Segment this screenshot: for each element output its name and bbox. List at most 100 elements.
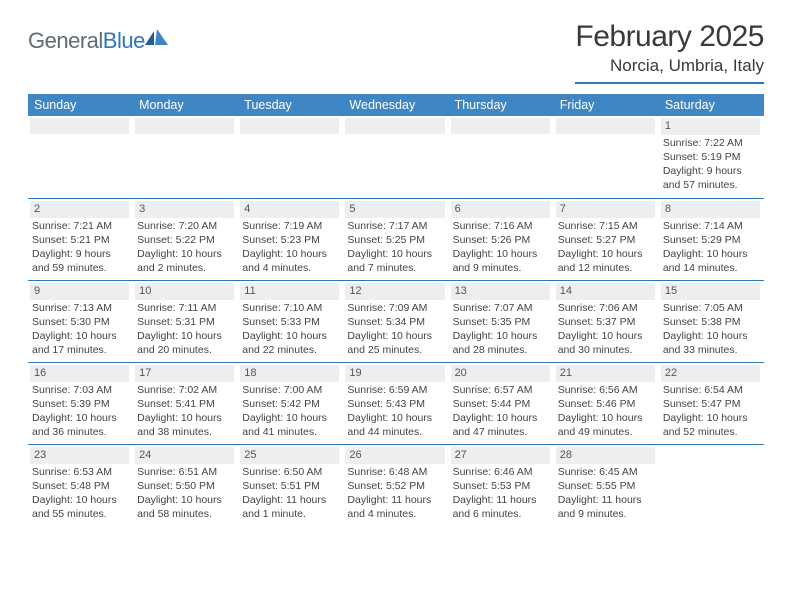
calendar-day-cell: 28Sunrise: 6:45 AMSunset: 5:55 PMDayligh…	[554, 444, 659, 526]
sunrise-line: Sunrise: 6:48 AM	[347, 465, 444, 479]
calendar-day-cell: 22Sunrise: 6:54 AMSunset: 5:47 PMDayligh…	[659, 362, 764, 444]
sunset-line: Sunset: 5:23 PM	[242, 233, 339, 247]
daylight-line: Daylight: 11 hours	[347, 493, 444, 507]
weekday-header: Monday	[133, 94, 238, 116]
logo-word2: Blue	[103, 28, 145, 53]
sunset-line: Sunset: 5:37 PM	[558, 315, 655, 329]
day-detail: Sunrise: 6:45 AMSunset: 5:55 PMDaylight:…	[556, 465, 655, 522]
day-number: 3	[135, 201, 234, 218]
day-detail: Sunrise: 7:21 AMSunset: 5:21 PMDaylight:…	[30, 219, 129, 276]
day-number: 15	[661, 283, 760, 300]
sunrise-line: Sunrise: 7:05 AM	[663, 301, 760, 315]
daylight-line: and 36 minutes.	[32, 425, 129, 439]
sunrise-line: Sunrise: 7:13 AM	[32, 301, 129, 315]
day-detail: Sunrise: 6:54 AMSunset: 5:47 PMDaylight:…	[661, 383, 760, 440]
calendar-week-row: 23Sunrise: 6:53 AMSunset: 5:48 PMDayligh…	[28, 444, 764, 526]
sunrise-line: Sunrise: 6:56 AM	[558, 383, 655, 397]
day-number: 16	[30, 365, 129, 382]
daylight-line: and 38 minutes.	[137, 425, 234, 439]
sunrise-line: Sunrise: 6:50 AM	[242, 465, 339, 479]
weekday-header: Saturday	[659, 94, 764, 116]
day-number: 12	[345, 283, 444, 300]
daylight-line: Daylight: 9 hours	[663, 164, 760, 178]
calendar-day-cell: 8Sunrise: 7:14 AMSunset: 5:29 PMDaylight…	[659, 198, 764, 280]
day-detail: Sunrise: 7:15 AMSunset: 5:27 PMDaylight:…	[556, 219, 655, 276]
sunrise-line: Sunrise: 7:17 AM	[347, 219, 444, 233]
sunset-line: Sunset: 5:41 PM	[137, 397, 234, 411]
sunrise-line: Sunrise: 6:51 AM	[137, 465, 234, 479]
sunrise-line: Sunrise: 7:21 AM	[32, 219, 129, 233]
daylight-line: Daylight: 10 hours	[347, 329, 444, 343]
calendar-day-cell: 11Sunrise: 7:10 AMSunset: 5:33 PMDayligh…	[238, 280, 343, 362]
day-detail: Sunrise: 6:57 AMSunset: 5:44 PMDaylight:…	[451, 383, 550, 440]
calendar-day-cell: 9Sunrise: 7:13 AMSunset: 5:30 PMDaylight…	[28, 280, 133, 362]
day-number: 26	[345, 447, 444, 464]
day-number: 25	[240, 447, 339, 464]
sunrise-line: Sunrise: 7:20 AM	[137, 219, 234, 233]
day-detail: Sunrise: 6:46 AMSunset: 5:53 PMDaylight:…	[451, 465, 550, 522]
day-number: 19	[345, 365, 444, 382]
calendar-day-cell: 4Sunrise: 7:19 AMSunset: 5:23 PMDaylight…	[238, 198, 343, 280]
sunrise-line: Sunrise: 7:06 AM	[558, 301, 655, 315]
daylight-line: and 4 minutes.	[347, 507, 444, 521]
daylight-line: Daylight: 10 hours	[347, 411, 444, 425]
daylight-line: and 4 minutes.	[242, 261, 339, 275]
daylight-line: and 47 minutes.	[453, 425, 550, 439]
sunset-line: Sunset: 5:34 PM	[347, 315, 444, 329]
day-detail: Sunrise: 7:13 AMSunset: 5:30 PMDaylight:…	[30, 301, 129, 358]
daylight-line: and 14 minutes.	[663, 261, 760, 275]
sunset-line: Sunset: 5:25 PM	[347, 233, 444, 247]
daylight-line: Daylight: 10 hours	[558, 329, 655, 343]
weekday-header: Thursday	[449, 94, 554, 116]
day-number: 28	[556, 447, 655, 464]
day-detail: Sunrise: 7:16 AMSunset: 5:26 PMDaylight:…	[451, 219, 550, 276]
daylight-line: Daylight: 10 hours	[242, 329, 339, 343]
calendar-day-cell: 25Sunrise: 6:50 AMSunset: 5:51 PMDayligh…	[238, 444, 343, 526]
month-title: February 2025	[575, 20, 764, 54]
sunrise-line: Sunrise: 7:19 AM	[242, 219, 339, 233]
sunrise-line: Sunrise: 7:03 AM	[32, 383, 129, 397]
calendar-day-cell: 5Sunrise: 7:17 AMSunset: 5:25 PMDaylight…	[343, 198, 448, 280]
day-number: 6	[451, 201, 550, 218]
day-number: 24	[135, 447, 234, 464]
daylight-line: and 1 minute.	[242, 507, 339, 521]
day-detail: Sunrise: 7:06 AMSunset: 5:37 PMDaylight:…	[556, 301, 655, 358]
day-detail: Sunrise: 6:51 AMSunset: 5:50 PMDaylight:…	[135, 465, 234, 522]
sunrise-line: Sunrise: 7:11 AM	[137, 301, 234, 315]
daylight-line: Daylight: 10 hours	[137, 247, 234, 261]
calendar-week-row: 16Sunrise: 7:03 AMSunset: 5:39 PMDayligh…	[28, 362, 764, 444]
calendar-day-cell	[133, 116, 238, 198]
calendar-day-cell: 19Sunrise: 6:59 AMSunset: 5:43 PMDayligh…	[343, 362, 448, 444]
day-number: 7	[556, 201, 655, 218]
day-detail: Sunrise: 7:11 AMSunset: 5:31 PMDaylight:…	[135, 301, 234, 358]
day-detail: Sunrise: 7:10 AMSunset: 5:33 PMDaylight:…	[240, 301, 339, 358]
calendar-day-cell	[343, 116, 448, 198]
daylight-line: and 52 minutes.	[663, 425, 760, 439]
weekday-header-row: Sunday Monday Tuesday Wednesday Thursday…	[28, 94, 764, 116]
day-number: 5	[345, 201, 444, 218]
day-number: 18	[240, 365, 339, 382]
daylight-line: Daylight: 10 hours	[663, 247, 760, 261]
sunset-line: Sunset: 5:29 PM	[663, 233, 760, 247]
day-number: 9	[30, 283, 129, 300]
daylight-line: Daylight: 10 hours	[32, 411, 129, 425]
daylight-line: Daylight: 10 hours	[32, 493, 129, 507]
sunrise-line: Sunrise: 7:10 AM	[242, 301, 339, 315]
weekday-header: Wednesday	[343, 94, 448, 116]
sunrise-line: Sunrise: 6:54 AM	[663, 383, 760, 397]
calendar-day-cell: 15Sunrise: 7:05 AMSunset: 5:38 PMDayligh…	[659, 280, 764, 362]
day-detail: Sunrise: 7:20 AMSunset: 5:22 PMDaylight:…	[135, 219, 234, 276]
sunrise-line: Sunrise: 7:00 AM	[242, 383, 339, 397]
daylight-line: Daylight: 10 hours	[242, 411, 339, 425]
day-number: 8	[661, 201, 760, 218]
sunrise-line: Sunrise: 6:53 AM	[32, 465, 129, 479]
daylight-line: Daylight: 9 hours	[32, 247, 129, 261]
sunset-line: Sunset: 5:52 PM	[347, 479, 444, 493]
daylight-line: Daylight: 10 hours	[137, 493, 234, 507]
day-number: 22	[661, 365, 760, 382]
daylight-line: and 20 minutes.	[137, 343, 234, 357]
calendar-week-row: 2Sunrise: 7:21 AMSunset: 5:21 PMDaylight…	[28, 198, 764, 280]
sunset-line: Sunset: 5:42 PM	[242, 397, 339, 411]
sunrise-line: Sunrise: 7:14 AM	[663, 219, 760, 233]
daylight-line: Daylight: 10 hours	[137, 411, 234, 425]
